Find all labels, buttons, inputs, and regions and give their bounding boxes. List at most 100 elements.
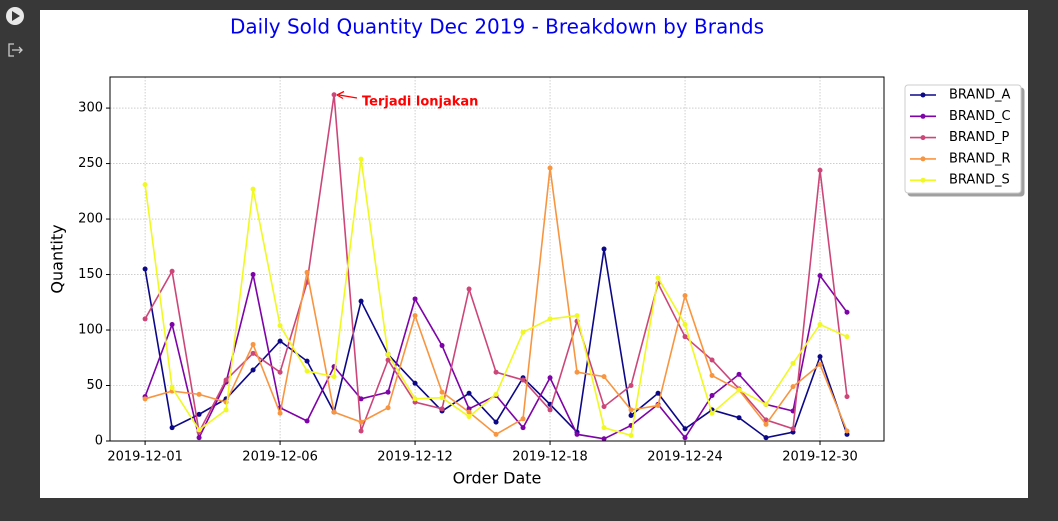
y-tick-label: 100 [78,323,103,338]
data-point [601,404,607,410]
data-point [493,431,499,437]
run-button[interactable] [6,7,24,25]
data-point [493,369,499,375]
data-point [196,427,202,433]
data-point [682,334,688,340]
data-point [574,431,580,437]
data-point [277,338,283,344]
data-point [709,410,715,416]
data-point [385,405,391,411]
data-point [250,350,256,356]
data-point [736,415,742,421]
data-point [304,358,310,364]
data-point [412,296,418,302]
data-point [223,377,229,383]
data-point [628,407,634,413]
legend-marker [920,135,926,141]
data-point [844,309,850,315]
data-point [439,395,445,401]
data-point [385,351,391,357]
data-point [439,343,445,349]
y-tick-label: 150 [78,267,103,282]
data-point [763,421,769,427]
data-point [628,432,634,438]
data-point [277,369,283,375]
data-point [142,182,148,188]
data-point [601,374,607,380]
plot-background [110,77,884,441]
data-point [493,419,499,425]
y-tick-label: 50 [86,378,103,393]
data-point [817,273,823,279]
x-tick-label: 2019-12-06 [242,450,318,465]
data-point [763,417,769,423]
data-point [169,425,175,431]
y-tick-label: 200 [78,212,103,227]
data-point [250,341,256,347]
data-point [304,418,310,424]
data-point [412,380,418,386]
annotation: Terjadi lonjakan [336,90,478,110]
y-axis-label: Quantity [48,224,67,293]
x-tick-label: 2019-12-18 [512,450,588,465]
data-point [169,321,175,327]
data-point [574,313,580,319]
data-point [196,435,202,441]
data-point [277,323,283,329]
y-tick-label: 300 [78,101,103,116]
data-point [142,266,148,272]
legend-label: BRAND_C [949,109,1011,124]
data-point [790,426,796,432]
data-point [844,334,850,340]
data-point [601,425,607,431]
data-point [736,387,742,393]
legend-label: BRAND_A [949,88,1011,103]
data-point [655,402,661,408]
data-point [385,357,391,363]
legend: BRAND_A BRAND_C BRAND_P BRAND_R BRAND_S [910,88,1011,188]
data-point [250,186,256,192]
data-point [196,411,202,417]
data-point [520,377,526,383]
data-point [520,329,526,335]
data-point [358,298,364,304]
data-point [547,316,553,322]
data-point [385,389,391,395]
data-point [412,313,418,319]
plot-frame [109,76,885,442]
data-point [439,406,445,412]
data-point [466,390,472,396]
data-point [412,396,418,402]
data-point [331,92,337,98]
data-point [682,426,688,432]
x-tick-label: 2019-12-30 [782,450,858,465]
data-point [628,412,634,418]
legend-box [904,84,1022,194]
data-point [817,321,823,327]
data-point [709,373,715,379]
data-point [331,374,337,380]
legend-marker [920,156,926,162]
plot-area: 0 50 100 150 200 250 300 2019-12-01 2019-12-06 20… [78,76,885,465]
data-point [844,394,850,400]
annotation-text: Terjadi lonjakan [362,95,478,110]
data-point [790,384,796,390]
data-point [736,371,742,377]
data-point [331,409,337,415]
output-icon[interactable] [8,43,23,57]
data-point [358,419,364,425]
y-tick-label: 0 [95,434,103,449]
data-point [817,354,823,360]
data-point [682,321,688,327]
x-tick-label: 2019-12-24 [647,450,723,465]
y-tick-label: 250 [78,156,103,171]
data-point [466,414,472,420]
x-tick-label: 2019-12-01 [107,450,183,465]
data-point [682,293,688,299]
data-point [601,246,607,252]
data-point [790,360,796,366]
data-point [304,368,310,374]
data-point [655,390,661,396]
legend-marker [920,177,926,183]
